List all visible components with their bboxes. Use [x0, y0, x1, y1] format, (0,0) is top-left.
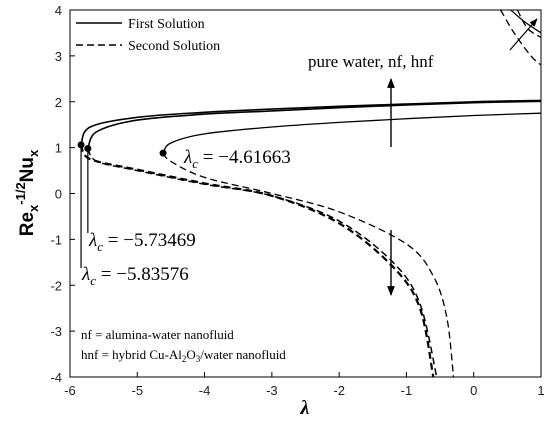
x-tick-label: -4: [199, 383, 211, 398]
y-axis-title: Rex-1/2Nux: [13, 149, 41, 236]
x-tick-label: -6: [64, 383, 76, 398]
x-tick-label: -1: [401, 383, 413, 398]
arrow-diagonal: [509, 18, 538, 51]
series-line-solid-2: [87, 100, 541, 149]
series-line-dashed-6: [80, 144, 435, 377]
legend: First Solution Second Solution: [76, 17, 220, 54]
critical-label-1: λc = −4.61663: [183, 147, 291, 171]
y-tick-label: 4: [55, 3, 62, 18]
legend-label-second: Second Solution: [128, 39, 220, 54]
y-tick-label: 3: [55, 49, 62, 64]
critical-point-1: [159, 149, 167, 157]
critical-points-layer: [77, 141, 167, 268]
series-line-dashed-5: [87, 148, 438, 377]
y-tick-label: 1: [55, 141, 62, 156]
y-tick-label: -4: [50, 370, 62, 385]
note-nf: nf = alumina-water nanofluid: [81, 327, 234, 342]
x-tick-label: 1: [537, 383, 544, 398]
y-tick-label: -3: [50, 324, 62, 339]
series-layer: [80, 10, 541, 377]
arrow-label: pure water, nf, hnf: [308, 52, 434, 71]
series-line-dashed-9: [516, 10, 541, 39]
series-line-solid-7: [510, 10, 541, 34]
legend-label-first: First Solution: [128, 17, 205, 32]
note-hnf: hnf = hybrid Cu-Al2O3/water nanofluid: [81, 347, 286, 364]
x-tick-label: 0: [470, 383, 477, 398]
x-tick-label: -2: [333, 383, 345, 398]
ticks-layer: -6 -5 -4 -3 -2 -1 0 1 -4 -3 -2 -1 0 1 2 3 4: [50, 3, 544, 398]
series-line-dashed-8: [500, 10, 541, 66]
x-tick-label: -3: [266, 383, 278, 398]
series-line-solid-3: [80, 99, 541, 146]
series-line-solid-1: [162, 112, 541, 154]
critical-label-3: λc = −5.83576: [81, 264, 189, 288]
plot-frame: [69, 9, 542, 378]
critical-label-2: λc = −5.73469: [88, 230, 196, 254]
y-tick-label: 0: [55, 187, 62, 202]
y-tick-label: -1: [50, 232, 62, 247]
x-tick-label: -5: [132, 383, 144, 398]
y-tick-label: -2: [50, 278, 62, 293]
y-tick-label: 2: [55, 95, 62, 110]
x-axis-title: λ: [300, 397, 310, 419]
series-line-dashed-4: [162, 152, 455, 377]
